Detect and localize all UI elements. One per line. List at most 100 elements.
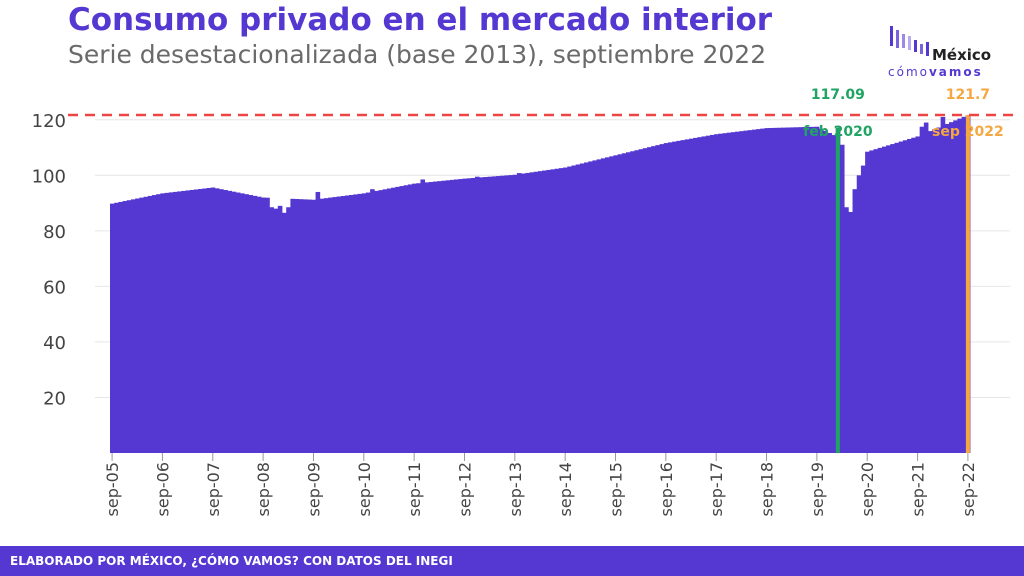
data-bar	[311, 199, 316, 453]
data-bar	[294, 199, 300, 453]
data-bar	[328, 197, 333, 453]
data-bar	[487, 176, 493, 453]
data-bar	[206, 188, 212, 453]
data-bar	[751, 129, 757, 453]
data-bar	[579, 163, 585, 454]
x-tick-label: sep-10	[355, 462, 374, 516]
data-bar	[697, 137, 702, 454]
data-bar	[646, 147, 652, 453]
data-bar	[135, 198, 140, 453]
x-tick-label: sep-11	[405, 462, 424, 516]
data-bar	[533, 171, 539, 454]
logo-text-bold: vamos	[928, 65, 983, 79]
data-bar	[181, 190, 186, 453]
x-tick-label: sep-16	[657, 462, 676, 516]
data-bar	[474, 176, 480, 453]
data-bar	[621, 153, 627, 453]
data-bar	[877, 147, 883, 454]
data-bar	[164, 192, 170, 453]
data-bar	[592, 160, 598, 453]
x-tick-label: sep-20	[858, 462, 877, 516]
data-bar	[525, 172, 530, 453]
annotation-value: 117.09	[811, 87, 865, 103]
data-bar	[613, 155, 619, 453]
data-bar	[202, 188, 207, 453]
data-bar	[709, 134, 715, 453]
data-bar	[667, 142, 673, 454]
data-bar	[911, 137, 916, 453]
data-bar	[323, 198, 329, 453]
data-bar	[806, 126, 811, 454]
data-bar	[558, 168, 564, 453]
data-bar	[185, 190, 191, 453]
data-bar	[730, 132, 736, 453]
data-bar	[269, 207, 275, 453]
data-bar	[756, 129, 761, 453]
data-bar	[584, 162, 589, 453]
data-bar	[768, 127, 774, 454]
data-bar	[256, 196, 262, 453]
annotation-period: sep 2022	[932, 124, 1004, 140]
data-bar	[466, 178, 472, 453]
data-bar	[357, 193, 363, 453]
data-bar	[567, 166, 572, 453]
data-bar	[403, 185, 409, 453]
data-bar	[873, 149, 879, 454]
data-bar	[227, 190, 233, 453]
chart-title: Consumo privado en el mercado interior	[68, 2, 773, 38]
y-tick-label: 100	[32, 166, 66, 187]
data-bar	[143, 196, 149, 453]
data-bar	[454, 179, 459, 453]
data-bar	[735, 131, 740, 454]
data-bar	[483, 177, 488, 453]
data-bar	[349, 194, 354, 454]
data-bar	[382, 189, 388, 453]
data-bar	[961, 116, 967, 453]
data-bar	[781, 127, 786, 453]
data-bar	[605, 157, 610, 453]
data-bar	[793, 127, 799, 453]
data-bar	[156, 194, 161, 453]
data-bar	[441, 180, 447, 453]
data-bar	[705, 135, 711, 454]
data-bar	[772, 127, 778, 453]
data-bar	[193, 189, 199, 453]
data-bar	[407, 184, 413, 453]
data-bar	[319, 198, 325, 453]
data-bar	[894, 142, 900, 453]
data-bar	[223, 190, 228, 453]
y-tick-label: 120	[32, 111, 66, 132]
data-bar	[802, 127, 807, 453]
data-bar	[638, 149, 644, 453]
data-bar	[340, 196, 346, 453]
data-bar	[680, 140, 686, 453]
data-bar	[386, 188, 392, 453]
data-bar	[831, 135, 837, 454]
chart-subtitle: Serie desestacionalizada (base 2013), se…	[68, 40, 767, 69]
data-bar	[244, 194, 249, 453]
logo-bars-icon	[890, 26, 929, 56]
data-bar	[219, 189, 224, 453]
data-bar	[722, 133, 728, 453]
data-bar	[571, 165, 577, 453]
data-bar	[353, 194, 358, 453]
data-bar	[282, 212, 287, 453]
footer-credit: ELABORADO POR MÉXICO, ¿CÓMO VAMOS? CON D…	[10, 554, 453, 568]
data-bar	[160, 193, 165, 453]
y-tick-label: 80	[43, 222, 66, 243]
logo-text-bottom: cómovamos	[888, 65, 983, 79]
data-bar	[563, 167, 568, 454]
data-bar	[332, 197, 337, 453]
data-bar	[684, 139, 690, 453]
data-bar	[151, 195, 157, 453]
data-bar	[932, 129, 937, 453]
data-bar	[726, 132, 732, 453]
data-bar	[554, 168, 560, 453]
data-bar	[214, 188, 220, 453]
data-bar	[374, 190, 379, 453]
data-bar	[588, 161, 593, 453]
data-bar	[172, 191, 178, 453]
data-bar	[126, 200, 132, 453]
data-bar	[886, 145, 891, 453]
data-bar	[261, 197, 266, 453]
